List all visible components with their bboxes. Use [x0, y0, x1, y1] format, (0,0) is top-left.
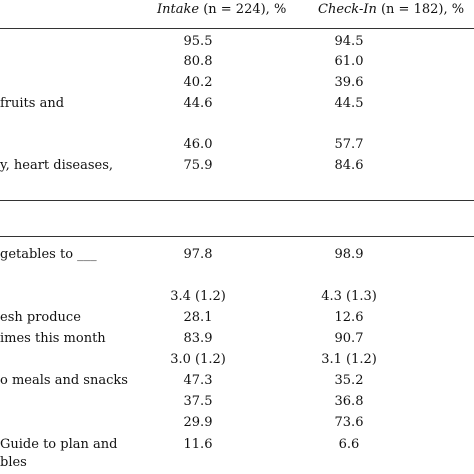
table-row: o meals and snacks 47.3 35.2 — [0, 372, 474, 390]
checkin-value: 57.7 — [334, 137, 364, 152]
row-label: fruits and — [0, 96, 65, 111]
table-row: getables to ___ 97.8 98.9 — [0, 246, 474, 264]
column-header-checkin-n: (n = 182), % — [376, 2, 465, 17]
row-label: imes this month — [0, 331, 106, 346]
checkin-value: 12.6 — [334, 310, 364, 325]
checkin-value: 3.1 (1.2) — [321, 352, 377, 367]
checkin-value: 35.2 — [334, 373, 364, 388]
checkin-value: 44.5 — [334, 96, 364, 111]
intake-value: 80.8 — [183, 54, 213, 69]
checkin-value: 94.5 — [334, 34, 364, 49]
row-label: o meals and snacks — [0, 373, 128, 388]
table-row: 3.0 (1.2) 3.1 (1.2) — [0, 351, 474, 369]
section-rule-top — [0, 200, 474, 201]
table-row: bles — [0, 454, 474, 472]
table-row: 40.2 39.6 — [0, 74, 474, 92]
checkin-value: 73.6 — [334, 415, 364, 430]
checkin-value: 4.3 (1.3) — [321, 289, 377, 304]
intake-value: 46.0 — [183, 137, 213, 152]
intake-value: 11.6 — [183, 437, 213, 452]
column-header-intake-label: Intake — [157, 2, 200, 17]
checkin-value: 98.9 — [334, 247, 364, 262]
row-label: y, heart diseases, — [0, 158, 114, 173]
intake-value: 97.8 — [183, 247, 213, 262]
checkin-value: 39.6 — [334, 75, 364, 90]
table-row: y, heart diseases, 75.9 84.6 — [0, 157, 474, 175]
table-row: 29.9 73.6 — [0, 414, 474, 432]
table-row: Guide to plan and 11.6 6.6 — [0, 436, 474, 454]
row-label: bles — [0, 455, 27, 470]
header-rule — [0, 28, 474, 29]
checkin-value: 61.0 — [334, 54, 364, 69]
table-row: fruits and 44.6 44.5 — [0, 95, 474, 113]
column-header-checkin-label: Check-In — [318, 2, 377, 17]
intake-value: 3.0 (1.2) — [170, 352, 226, 367]
column-header-intake-n: (n = 224), % — [199, 2, 287, 17]
intake-value: 83.9 — [183, 331, 213, 346]
intake-value: 29.9 — [183, 415, 213, 430]
row-label: esh produce — [0, 310, 81, 325]
intake-value: 37.5 — [183, 394, 213, 409]
table-row: 3.4 (1.2) 4.3 (1.3) — [0, 288, 474, 306]
intake-value: 47.3 — [183, 373, 213, 388]
intake-value: 44.6 — [183, 96, 213, 111]
table-row: 95.5 94.5 — [0, 33, 474, 51]
column-header-checkin: Check-In (n = 182), % — [318, 2, 464, 18]
intake-value: 75.9 — [183, 158, 213, 173]
intake-value: 3.4 (1.2) — [170, 289, 226, 304]
checkin-value: 84.6 — [334, 158, 364, 173]
intake-value: 40.2 — [183, 75, 213, 90]
table-row: 46.0 57.7 — [0, 136, 474, 154]
checkin-value: 90.7 — [334, 331, 364, 346]
checkin-value: 36.8 — [334, 394, 364, 409]
table-row: esh produce 28.1 12.6 — [0, 309, 474, 327]
section-rule-bottom — [0, 236, 474, 237]
table-row: 37.5 36.8 — [0, 393, 474, 411]
table-row: imes this month 83.9 90.7 — [0, 330, 474, 348]
checkin-value: 6.6 — [338, 437, 360, 452]
table-row: 80.8 61.0 — [0, 53, 474, 71]
intake-value: 95.5 — [183, 34, 213, 49]
column-header-intake: Intake (n = 224), % — [157, 2, 286, 18]
row-label: getables to ___ — [0, 247, 97, 262]
row-label: Guide to plan and — [0, 437, 118, 452]
intake-value: 28.1 — [183, 310, 213, 325]
